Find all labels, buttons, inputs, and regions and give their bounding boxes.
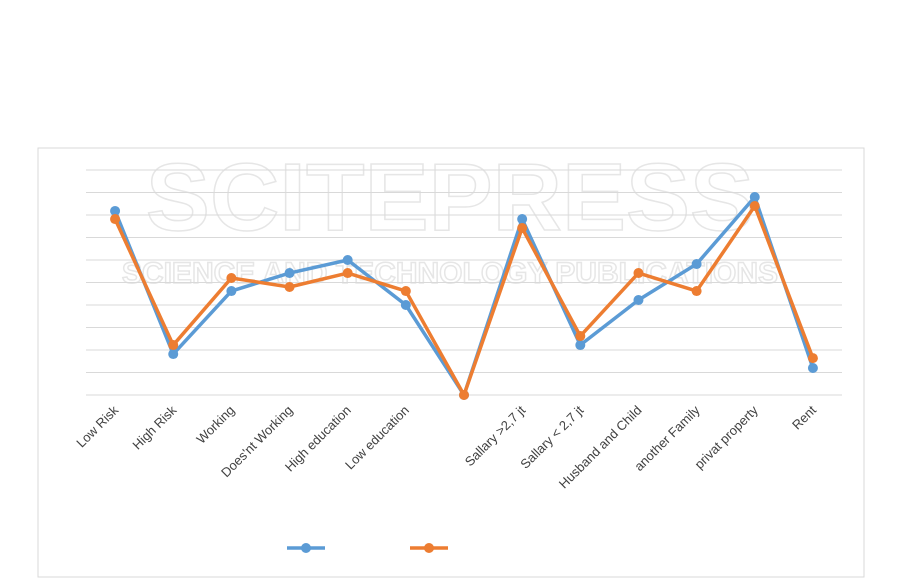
- data-point: [575, 331, 586, 342]
- legend-marker: [301, 543, 311, 553]
- x-tick-label: Rent: [789, 402, 819, 432]
- data-point: [517, 223, 528, 234]
- watermark-title: SCITEPRESS: [146, 144, 754, 251]
- data-point: [517, 214, 528, 225]
- data-point: [633, 268, 644, 279]
- data-point: [691, 286, 702, 297]
- data-point: [749, 201, 760, 211]
- x-tick-label: Low Risk: [73, 402, 121, 450]
- legend-marker: [424, 543, 434, 553]
- data-point: [575, 340, 586, 351]
- data-point: [807, 353, 818, 364]
- data-point: [110, 214, 121, 225]
- x-tick-label: High Risk: [129, 402, 179, 452]
- data-point: [342, 268, 353, 279]
- data-point: [459, 390, 469, 400]
- data-point: [633, 295, 644, 306]
- data-point: [691, 259, 702, 270]
- data-point: [284, 268, 295, 279]
- data-point: [807, 363, 818, 373]
- chart-frame: [37, 147, 865, 578]
- data-point: [168, 340, 179, 351]
- data-point: [342, 255, 353, 265]
- data-point: [400, 286, 411, 297]
- data-point: [226, 286, 237, 297]
- data-point: [110, 205, 121, 216]
- data-point: [284, 282, 295, 292]
- data-point: [168, 349, 179, 360]
- data-point: [749, 192, 760, 202]
- data-point: [226, 273, 237, 283]
- x-tick-label: Working: [193, 403, 237, 447]
- data-point: [400, 300, 411, 310]
